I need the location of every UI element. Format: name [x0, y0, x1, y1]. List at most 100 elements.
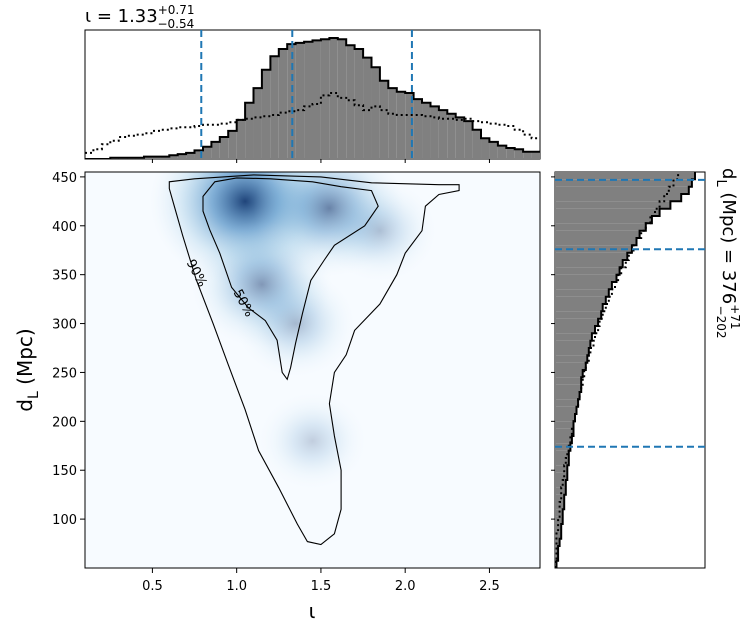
- top-hist-bar: [506, 148, 515, 159]
- contour-90-percent: [168, 174, 460, 546]
- right-hist-bar: [555, 480, 566, 488]
- right-hist-bar: [555, 384, 582, 392]
- density-peak: [323, 179, 437, 282]
- top-hist-bar: [245, 102, 254, 159]
- top-hist-bar: [202, 146, 212, 159]
- joint-panel: 90%50% 0.5 1.0 1.5 2.0 2.5 10015020025030035…: [13, 159, 541, 623]
- top-hist-bar: [396, 91, 406, 159]
- right-hist-bar: [555, 362, 586, 370]
- top-hist-bar: [194, 150, 203, 159]
- top-hist-bar: [514, 149, 524, 159]
- right-hist-bar: [555, 267, 620, 275]
- top-hist-bar: [253, 88, 262, 159]
- right-hist-bar: [555, 282, 612, 290]
- top-hist-bar: [464, 121, 473, 159]
- top-hist-bar: [337, 39, 347, 159]
- right-marginal-panel: dL (Mpc) = 376+71−202: [551, 168, 742, 569]
- y-tick-label: 350: [52, 269, 77, 284]
- top-hist-bar: [312, 40, 321, 159]
- right-hist-bar: [555, 399, 579, 407]
- top-hist-bar: [295, 42, 305, 159]
- right-hist-bar: [555, 333, 592, 341]
- right-hist-bar: [555, 553, 559, 561]
- right-hist-bar: [555, 216, 652, 224]
- top-hist-bar: [152, 156, 161, 159]
- top-hist-bar: [497, 145, 507, 159]
- top-hist-bar: [388, 88, 397, 159]
- right-hist-bar: [555, 318, 599, 326]
- top-hist-bar: [261, 69, 271, 159]
- right-hist-bar: [555, 538, 560, 546]
- top-hist-bar: [531, 151, 540, 159]
- right-hist-bar: [555, 289, 609, 297]
- x-tick-label: 0.5: [142, 579, 163, 594]
- right-hist-bar: [555, 311, 602, 319]
- right-hist-bar: [555, 421, 574, 429]
- top-hist-bar: [236, 119, 246, 159]
- right-hist-bar: [555, 465, 568, 473]
- x-tick-label: 2.5: [479, 579, 500, 594]
- top-hist-bar: [160, 156, 170, 159]
- top-hist-bar: [228, 130, 237, 159]
- top-hist-bar: [455, 117, 465, 159]
- top-hist-bar: [346, 45, 355, 159]
- right-hist-bar: [555, 355, 588, 363]
- right-hist-bar: [555, 260, 623, 268]
- x-axis-title: ι: [309, 599, 316, 623]
- right-hist-bar: [555, 348, 589, 356]
- density-peak: [236, 270, 355, 377]
- right-hist-bar: [555, 223, 646, 231]
- top-hist-bar: [143, 156, 153, 159]
- top-hist-bar: [219, 137, 229, 159]
- density-peak: [258, 392, 367, 490]
- right-hist-bar: [555, 377, 582, 385]
- right-hist-bar: [555, 450, 569, 458]
- right-marginal-title: dL (Mpc) = 376+71−202: [713, 168, 742, 339]
- top-hist-bar: [472, 129, 482, 159]
- top-hist-bar: [430, 106, 439, 159]
- x-tick-label: 2.0: [395, 579, 416, 594]
- right-hist-bar: [555, 370, 583, 378]
- top-hist-bar: [211, 141, 220, 159]
- contour-50-percent: [202, 177, 379, 381]
- right-hist-bar: [555, 392, 580, 400]
- x-tick-label: 1.5: [311, 579, 332, 594]
- right-hist-bar: [555, 509, 563, 517]
- top-hist-bar: [304, 41, 313, 159]
- top-hist-bar: [405, 93, 414, 159]
- top-hist-bar: [371, 67, 380, 159]
- top-hist-bar: [523, 151, 532, 159]
- top-marginal-title: ι = 1.33+0.71 −0.54: [85, 3, 194, 31]
- top-hist-bar: [278, 49, 288, 159]
- y-tick-label: 400: [52, 220, 77, 235]
- y-tick-label: 200: [52, 415, 77, 430]
- right-hist-bar: [555, 436, 572, 444]
- top-hist-bar: [438, 110, 448, 159]
- right-hist-bar: [555, 340, 591, 348]
- y-tick-label: 150: [52, 464, 77, 479]
- right-hist-bar: [555, 531, 562, 539]
- right-hist-bar: [555, 546, 559, 554]
- top-posterior-outline: [85, 37, 540, 159]
- top-hist-bar: [320, 39, 330, 159]
- right-hist-bar: [555, 524, 562, 532]
- right-hist-bar: [555, 406, 577, 414]
- right-hist-bar: [555, 296, 606, 304]
- top-marginal-panel: ι = 1.33+0.71 −0.54: [84, 3, 541, 160]
- right-hist-bar: [555, 326, 595, 334]
- right-hist-bar: [555, 230, 640, 238]
- right-hist-bar: [555, 208, 660, 216]
- right-hist-bar: [555, 172, 695, 180]
- top-hist-bar: [169, 155, 178, 159]
- y-tick-label: 450: [52, 171, 77, 186]
- top-hist-bar: [354, 49, 364, 159]
- right-hist-bar: [555, 179, 692, 187]
- top-hist-bar: [379, 80, 389, 159]
- right-hist-bar: [555, 201, 671, 209]
- right-hist-bar: [555, 458, 569, 466]
- right-hist-bar: [555, 186, 689, 194]
- top-hist-bar: [329, 38, 338, 159]
- y-axis-title: dL (Mpc): [13, 328, 42, 411]
- top-hist-bar: [489, 141, 498, 159]
